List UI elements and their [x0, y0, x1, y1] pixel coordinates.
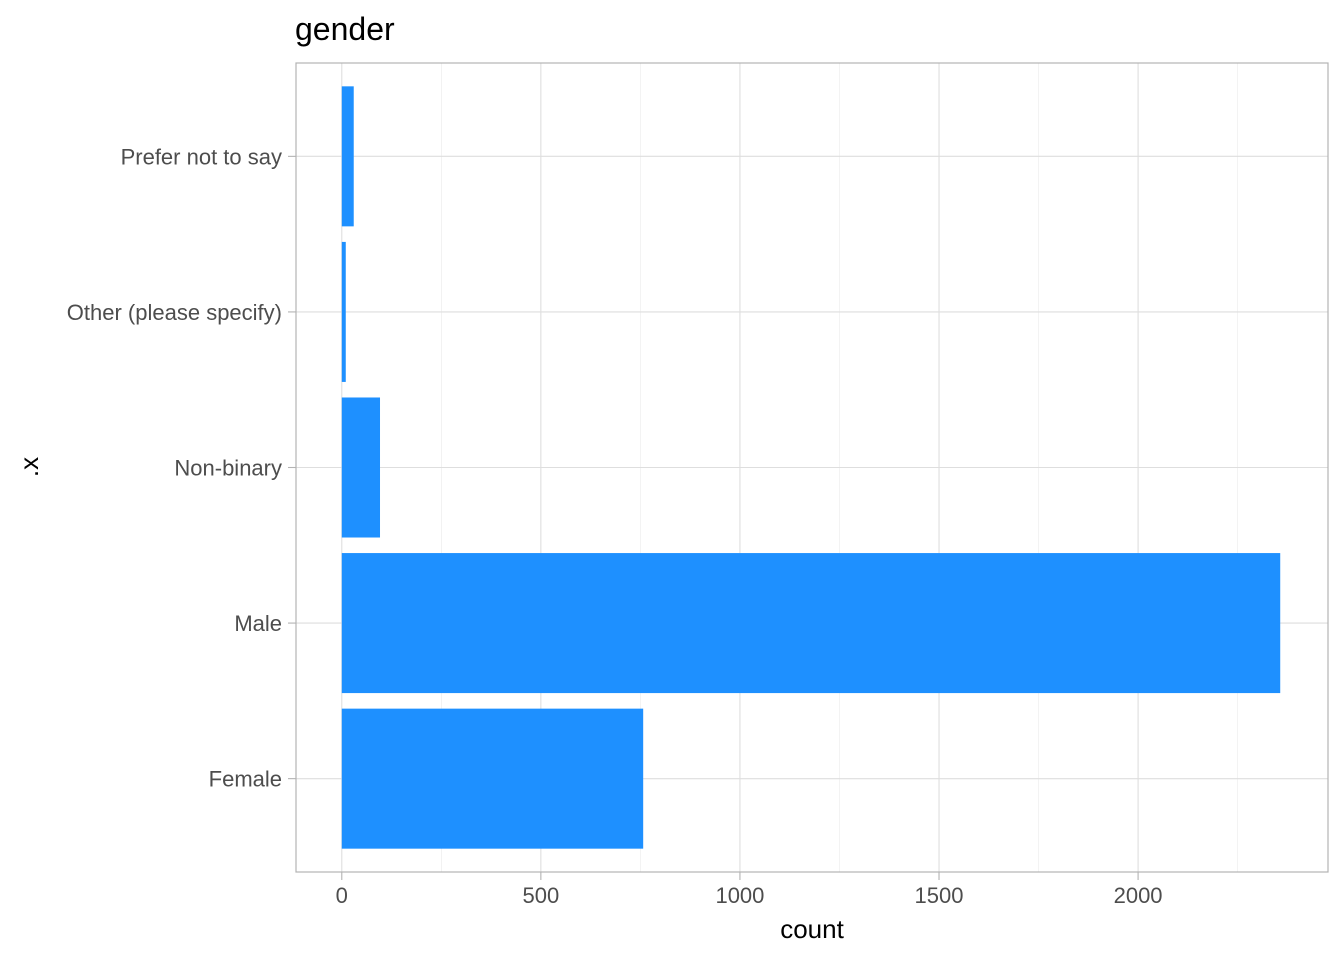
bar-male	[341, 553, 1281, 694]
x-tick-label-0: 0	[336, 883, 348, 908]
y-tick-label-non-binary: Non-binary	[174, 456, 282, 481]
y-axis: Female Male Non-binary Other (please specif…	[67, 144, 296, 792]
y-tick-label-female: Female	[209, 767, 282, 792]
x-tick-label-500: 500	[523, 883, 560, 908]
x-tick-label-1500: 1500	[915, 883, 964, 908]
x-axis-title: count	[780, 914, 844, 944]
bar-female	[341, 708, 644, 849]
y-tick-label-prefer-not-to-say: Prefer not to say	[121, 144, 282, 169]
bars	[341, 86, 1281, 849]
y-tick-label-male: Male	[234, 611, 282, 636]
bar-prefer-not-to-say	[341, 86, 354, 227]
chart-title: gender	[295, 11, 395, 47]
bar-other-please-specify	[341, 241, 346, 382]
y-axis-title: .x	[14, 457, 44, 477]
bar-non-binary	[341, 397, 381, 538]
x-tick-label-2000: 2000	[1114, 883, 1163, 908]
x-tick-label-1000: 1000	[715, 883, 764, 908]
y-tick-label-other-please-specify: Other (please specify)	[67, 300, 282, 325]
x-axis: 0 500 1000 1500 2000	[336, 872, 1163, 908]
